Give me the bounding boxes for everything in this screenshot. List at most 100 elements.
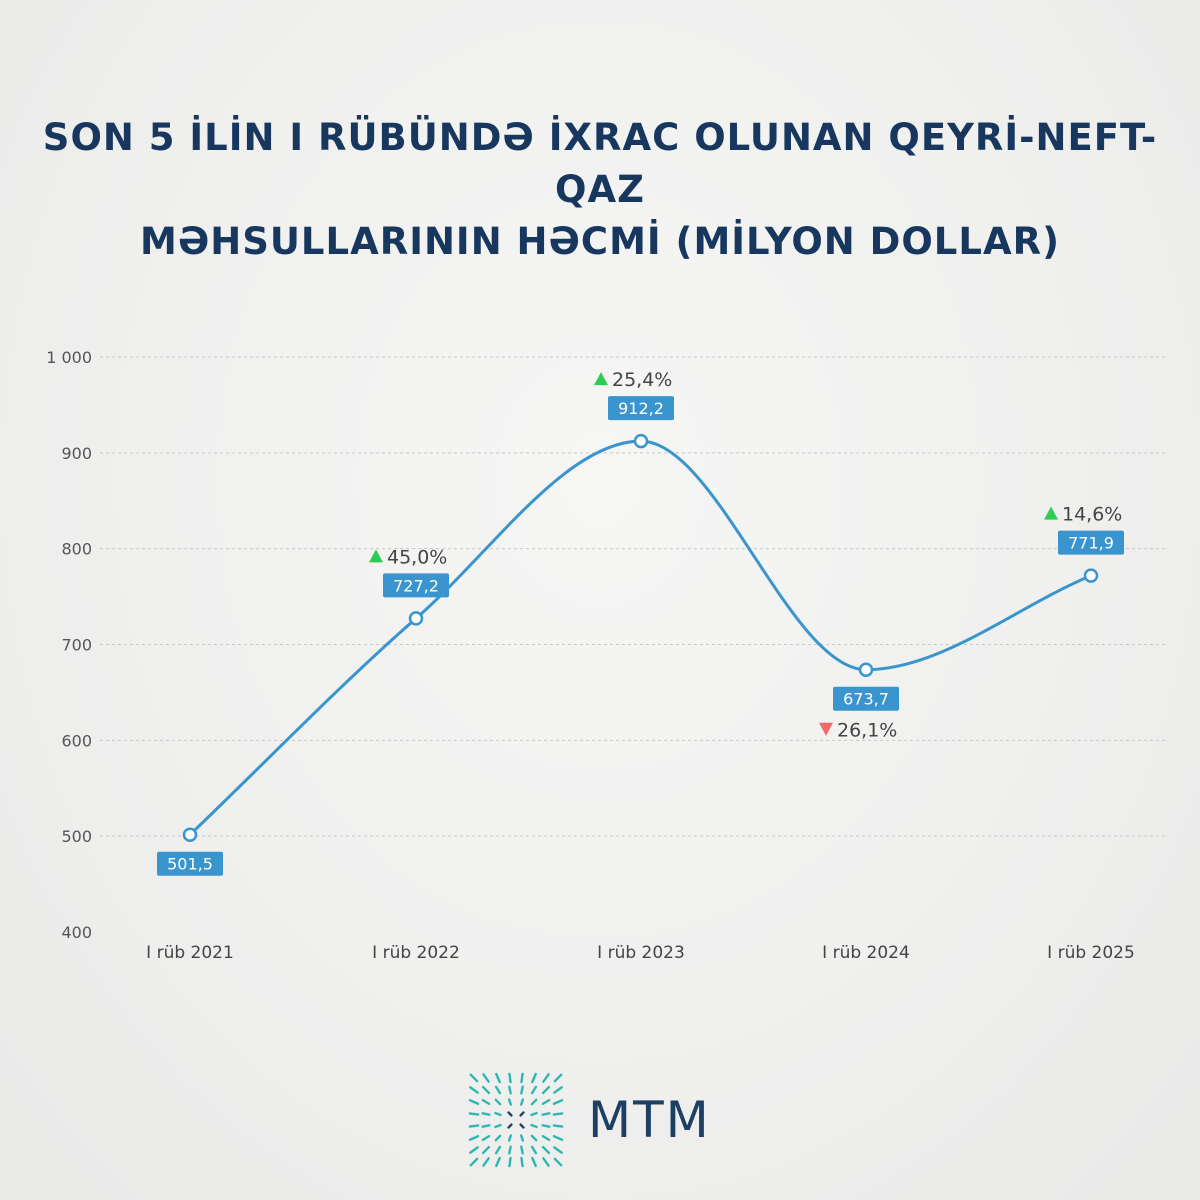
- value-label: 771,9: [1068, 534, 1114, 553]
- logo-dash: [481, 1098, 491, 1106]
- logo-dash: [552, 1099, 564, 1105]
- logo-dash: [508, 1156, 512, 1168]
- logo-dash: [469, 1073, 479, 1083]
- x-tick-label: I rüb 2023: [597, 943, 685, 963]
- logo-dash: [552, 1124, 564, 1128]
- data-point: [408, 611, 424, 626]
- logo-dash: [541, 1124, 551, 1128]
- x-tick-label: I rüb 2025: [1047, 943, 1135, 963]
- logo-dash: [481, 1124, 491, 1128]
- series-line: [188, 439, 1092, 836]
- data-point: [1083, 568, 1099, 583]
- logo-dash: [519, 1134, 525, 1142]
- x-tick-label: I rüb 2021: [146, 943, 234, 963]
- y-tick-label: 500: [61, 827, 92, 846]
- logo-dash: [520, 1072, 524, 1084]
- logo-dash: [507, 1098, 513, 1106]
- logo-dash: [468, 1124, 480, 1128]
- logo-dash: [520, 1085, 524, 1095]
- logo-dash: [494, 1098, 502, 1106]
- logo-dash: [508, 1145, 512, 1155]
- logo-dash: [494, 1111, 502, 1117]
- logo-dash: [553, 1157, 563, 1167]
- mtm-logo-icon: [468, 1072, 564, 1168]
- logo-dash: [494, 1145, 502, 1155]
- logo-dash: [542, 1157, 550, 1167]
- chart-title-line-1: SON 5 İLİN I RÜBÜNDƏ İXRAC OLUNAN QEYRİ-…: [42, 116, 1158, 211]
- logo-dash: [541, 1112, 551, 1116]
- logo-dash: [494, 1134, 502, 1142]
- logo-dash: [541, 1085, 551, 1095]
- logo-dash: [553, 1073, 563, 1083]
- logo-dash: [520, 1145, 524, 1155]
- chart-title: SON 5 İLİN I RÜBÜNDƏ İXRAC OLUNAN QEYRİ-…: [0, 112, 1200, 268]
- logo-dash: [482, 1157, 490, 1167]
- logo-dash: [542, 1073, 550, 1083]
- y-tick-label: 700: [61, 636, 92, 655]
- y-tick-label: 600: [61, 731, 92, 750]
- change-label: 25,4%: [612, 369, 672, 391]
- logo-dash: [494, 1123, 502, 1129]
- logo-dash: [507, 1123, 513, 1129]
- up-arrow-icon: [1044, 506, 1058, 520]
- logo-dash: [508, 1085, 512, 1095]
- change-label: 26,1%: [837, 720, 897, 742]
- logo-dash: [469, 1157, 479, 1167]
- data-point: [858, 662, 874, 677]
- logo-dash: [519, 1123, 525, 1129]
- logo-dash: [495, 1156, 501, 1168]
- logo-dash: [519, 1098, 525, 1106]
- logo-dash: [507, 1111, 513, 1117]
- logo-dash: [469, 1086, 479, 1094]
- logo-dash: [530, 1145, 538, 1155]
- logo-dash: [469, 1146, 479, 1154]
- logo-dash: [530, 1098, 538, 1106]
- logo-dash: [531, 1156, 537, 1168]
- logo-dash: [520, 1156, 524, 1168]
- chart-title-line-2: MƏHSULLARININ HƏCMİ (MİLYON DOLLAR): [140, 220, 1060, 263]
- logo-dash: [531, 1072, 537, 1084]
- logo-dash: [468, 1112, 480, 1116]
- logo-dash: [541, 1134, 551, 1142]
- change-label: 14,6%: [1062, 504, 1122, 526]
- logo-dash: [495, 1072, 501, 1084]
- logo-dash: [519, 1111, 525, 1117]
- logo-dash: [482, 1073, 490, 1083]
- value-label: 501,5: [167, 855, 213, 874]
- down-arrow-icon: [819, 722, 833, 736]
- up-arrow-icon: [369, 549, 383, 563]
- logo-text: MTM: [588, 1091, 711, 1149]
- logo-dash: [481, 1085, 491, 1095]
- logo-dash: [481, 1134, 491, 1142]
- value-badge: [608, 396, 674, 421]
- logo-dash: [494, 1085, 502, 1095]
- change-label: 45,0%: [387, 546, 447, 568]
- logo-dash: [530, 1085, 538, 1095]
- y-tick-label: 1 000: [46, 348, 92, 367]
- data-point: [633, 433, 649, 449]
- value-badge: [833, 686, 899, 711]
- value-badge: [383, 573, 449, 598]
- logo-dash: [468, 1135, 480, 1141]
- value-badge: [157, 851, 223, 876]
- x-tick-label: I rüb 2024: [822, 943, 910, 963]
- logo-dash: [530, 1111, 538, 1117]
- logo-dash: [552, 1135, 564, 1141]
- mtm-logo: MTM: [468, 1072, 711, 1168]
- logo-dash: [530, 1134, 538, 1142]
- logo-dash: [508, 1072, 512, 1084]
- y-tick-label: 900: [61, 444, 92, 463]
- logo-dash: [481, 1112, 491, 1116]
- logo-dash: [507, 1134, 513, 1142]
- value-label: 727,2: [393, 576, 439, 595]
- logo-dash: [541, 1145, 551, 1155]
- value-label: 912,2: [618, 399, 664, 418]
- logo-dash: [530, 1123, 538, 1129]
- up-arrow-icon: [594, 372, 608, 386]
- value-label: 673,7: [843, 690, 889, 709]
- logo-dash: [553, 1146, 563, 1154]
- logo-dash: [552, 1112, 564, 1116]
- y-tick-label: 800: [61, 540, 92, 559]
